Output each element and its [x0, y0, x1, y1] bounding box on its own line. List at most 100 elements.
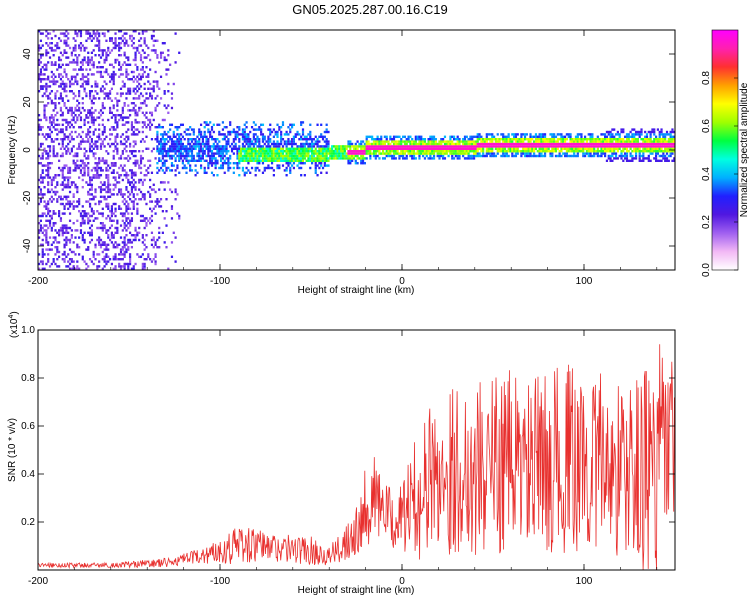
- spectrogram-cell: [471, 157, 474, 160]
- spectrogram-cell: [249, 150, 252, 153]
- spectrogram-cell: [43, 116, 46, 119]
- spectrogram-cell: [99, 222, 103, 225]
- spectrogram-cell: [134, 150, 137, 153]
- spectrogram-cell: [134, 30, 137, 33]
- spectrogram-cell: [236, 150, 239, 153]
- spectrogram-cell: [227, 166, 230, 170]
- spectrogram-cell: [396, 145, 399, 148]
- spectrogram-cell: [411, 147, 414, 150]
- spectrogram-cell: [41, 231, 44, 234]
- spectrogram-cell: [236, 135, 239, 138]
- spectrogram-cell: [178, 152, 181, 155]
- spectrogram-cell: [43, 63, 46, 66]
- spectrogram-cell: [212, 152, 215, 155]
- spectrogram-cell: [45, 248, 48, 251]
- spectrogram-cell: [50, 130, 53, 134]
- spectrogram-cell: [43, 224, 46, 227]
- spectrogram-cell: [529, 142, 532, 146]
- spectrogram-cell: [622, 130, 625, 134]
- spectrogram-cell: [500, 147, 503, 150]
- spectrogram-cell: [338, 157, 341, 160]
- spectrogram-cell: [81, 236, 84, 239]
- spectrogram-cell: [301, 150, 305, 153]
- spectrogram-cell: [59, 183, 63, 186]
- spectrogram-cell: [132, 133, 135, 136]
- spectrogram-cell: [138, 106, 141, 110]
- spectrogram-cell: [194, 164, 197, 167]
- spectrogram-cell: [604, 152, 607, 155]
- spectrogram-cell: [269, 133, 272, 136]
- spectrogram-cell: [150, 138, 154, 141]
- spectrogram-cell: [258, 162, 261, 165]
- spectrogram-cell: [170, 241, 174, 244]
- spectrogram-cell: [145, 169, 148, 172]
- spectrogram-cell: [68, 106, 72, 110]
- spectrogram-cell: [50, 116, 53, 119]
- spectrogram-cell: [68, 82, 72, 86]
- spectrogram-cell: [47, 212, 50, 215]
- spectrogram-cell: [134, 56, 137, 59]
- spectrogram-cell: [462, 154, 465, 158]
- spectrogram-cell: [371, 152, 374, 155]
- spectrogram-cell: [65, 75, 68, 78]
- spectrogram-cell: [467, 157, 470, 160]
- spectrogram-cell: [596, 138, 599, 141]
- spectrogram-cell: [427, 152, 430, 155]
- spectrogram-cell: [341, 150, 345, 153]
- spectrogram-cell: [119, 224, 123, 227]
- spectrogram-cell: [618, 140, 621, 143]
- spectrogram-cell: [420, 147, 423, 150]
- spectrogram-cell: [654, 142, 658, 146]
- spectrogram-cell: [631, 157, 634, 160]
- spectrogram-cell: [533, 150, 536, 153]
- spectrogram-cell: [107, 97, 110, 100]
- spectrogram-cell: [141, 61, 144, 64]
- spectrogram-cell: [101, 118, 104, 122]
- spectrogram-cell: [116, 231, 119, 234]
- spectrogram-cell: [129, 241, 132, 244]
- spectrogram-cell: [260, 154, 263, 158]
- snr-x-tick-label: 100: [576, 576, 593, 587]
- spectrogram-cell: [85, 214, 88, 218]
- spectrogram-cell: [307, 150, 310, 153]
- spectrogram-cell: [65, 39, 68, 42]
- spectrogram-cell: [50, 46, 53, 50]
- spectrogram-cell: [39, 32, 43, 35]
- spectrogram-cell: [576, 147, 579, 150]
- spectrogram-cell: [139, 166, 143, 170]
- spectrogram-cell: [573, 147, 576, 150]
- spectrogram-cell: [179, 145, 183, 148]
- spectrogram-cell: [167, 152, 170, 155]
- spectrogram-cell: [61, 111, 64, 114]
- spectrogram-cell: [458, 145, 461, 148]
- spectrogram-cell: [48, 128, 52, 131]
- spectrogram-cell: [429, 152, 432, 155]
- spectrogram-cell: [47, 169, 50, 172]
- spectrogram-cell: [301, 130, 305, 134]
- spectrogram-cell: [274, 133, 277, 136]
- spectrogram-cell: [593, 140, 596, 143]
- spectrogram-cell: [673, 135, 676, 138]
- spectrogram-cell: [105, 231, 108, 234]
- spectrogram-cell: [607, 150, 610, 153]
- spectrogram-cell: [221, 164, 225, 167]
- spectrogram-cell: [489, 138, 492, 141]
- spectrogram-cell: [123, 174, 126, 177]
- spectrogram-cell: [276, 150, 279, 153]
- spectrogram-cell: [216, 174, 219, 177]
- spectrogram-cell: [394, 142, 397, 146]
- spectrogram-cell: [423, 138, 427, 141]
- spectrogram-cell: [65, 30, 68, 33]
- spectrogram-cell: [205, 123, 208, 126]
- spectrogram-cell: [667, 150, 670, 153]
- spectrogram-cell: [87, 190, 90, 194]
- spectrogram-cell: [372, 145, 376, 148]
- spectrogram-cell: [418, 140, 421, 143]
- spectrogram-cell: [174, 145, 177, 148]
- spectrogram-cell: [254, 166, 257, 170]
- spectrogram-cell: [569, 150, 572, 153]
- spectrogram-cell: [90, 176, 93, 179]
- spectrogram-cell: [118, 253, 121, 256]
- spectrogram-cell: [63, 207, 66, 210]
- spectrogram-cell: [329, 152, 332, 155]
